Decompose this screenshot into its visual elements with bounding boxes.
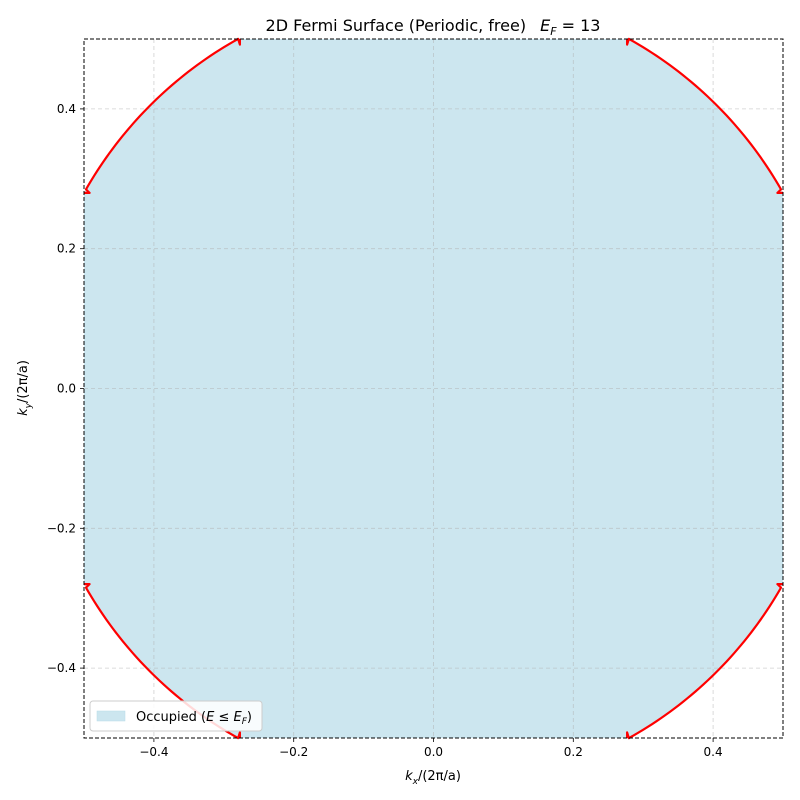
x-tick-label: 0.2 xyxy=(564,745,583,759)
y-axis-label: ky/(2π/a) xyxy=(16,360,34,416)
y-axis-label-k: k xyxy=(16,408,31,416)
grid-lines xyxy=(84,39,783,738)
x-axis-label-k: k xyxy=(405,769,413,784)
legend-label-post: ) xyxy=(247,710,252,725)
x-tick-label: 0.4 xyxy=(704,745,723,759)
x-tick-label: −0.2 xyxy=(279,745,308,759)
title-ef-symbol: E xyxy=(540,16,551,35)
y-tick-label: 0.2 xyxy=(57,242,76,256)
title-main: 2D Fermi Surface (Periodic, free) xyxy=(266,16,527,35)
y-axis-label-sub: y xyxy=(24,402,34,409)
y-tick-label: −0.4 xyxy=(47,661,76,675)
legend-label-pre: Occupied ( xyxy=(136,710,206,725)
fermi-contour-bottom-right xyxy=(626,583,783,740)
chart-title: 2D Fermi Surface (Periodic, free) EF = 13 xyxy=(266,16,601,38)
x-axis-label-rest: /(2π/a) xyxy=(418,769,461,784)
plot-area xyxy=(84,37,783,740)
y-tick-label: 0.0 xyxy=(57,382,76,396)
y-tick-label: 0.4 xyxy=(57,102,76,116)
y-axis-label-rest: /(2π/a) xyxy=(16,360,31,403)
title-ef-value: = 13 xyxy=(557,16,601,35)
legend-label-ef-sub: F xyxy=(242,717,248,727)
legend-box xyxy=(89,700,263,732)
fermi-contour-top-right xyxy=(626,37,783,194)
legend-label-ef: E xyxy=(233,710,242,725)
x-ticks: −0.4 −0.2 0.0 0.2 0.4 xyxy=(139,738,723,759)
x-axis-label: kx/(2π/a) xyxy=(405,769,461,787)
fermi-contour-top-left xyxy=(84,37,241,194)
legend: Occupied (E ≤ EF) xyxy=(89,700,263,732)
title-ef-subscript: F xyxy=(550,25,557,38)
legend-swatch xyxy=(96,710,126,722)
y-ticks: −0.4 −0.2 0.0 0.2 0.4 xyxy=(47,102,84,675)
x-axis-label-sub: x xyxy=(412,777,419,787)
y-tick-label: −0.2 xyxy=(47,521,76,535)
legend-label-le: ≤ xyxy=(214,710,233,725)
x-tick-label: 0.0 xyxy=(424,745,443,759)
x-tick-label: −0.4 xyxy=(139,745,168,759)
occupied-region xyxy=(84,37,783,740)
legend-label: Occupied (E ≤ EF) xyxy=(136,710,252,727)
legend-label-e: E xyxy=(206,710,215,725)
